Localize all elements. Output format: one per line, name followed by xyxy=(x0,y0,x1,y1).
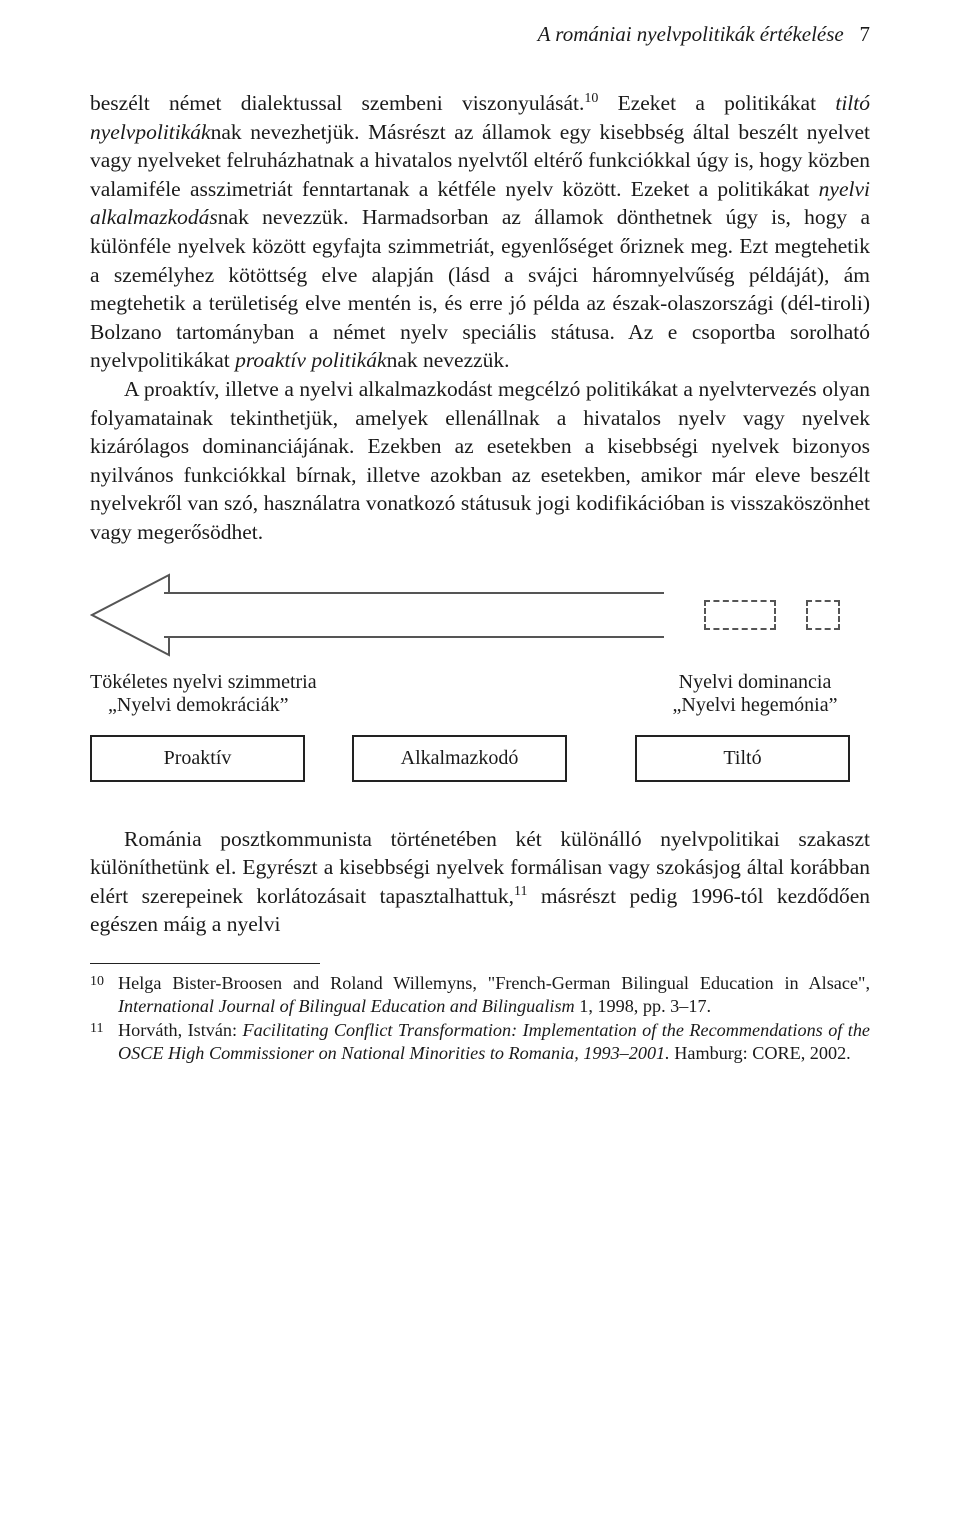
footnote-text: Horváth, István: Facilitating Conflict T… xyxy=(118,1019,870,1065)
footnotes: 10 Helga Bister-Broosen and Roland Wille… xyxy=(90,972,870,1065)
democracy-label: „Nyelvi demokráciák” xyxy=(90,694,317,717)
paragraph-1: beszélt német dialektussal szembeni visz… xyxy=(90,89,870,375)
dominance-label: Nyelvi dominancia xyxy=(640,671,870,694)
box-proaktiv: Proaktív xyxy=(90,735,305,782)
paragraph-2: A proaktív, illetve a nyelvi alkalmazkod… xyxy=(90,375,870,547)
footnote-10: 10 Helga Bister-Broosen and Roland Wille… xyxy=(90,972,870,1018)
box-tilto: Tiltó xyxy=(635,735,850,782)
diagram-labels: Tökéletes nyelvi szimmetria „Nyelvi demo… xyxy=(90,671,870,717)
footnote-number: 10 xyxy=(90,972,118,1018)
dash-segment-1 xyxy=(704,600,776,630)
running-header: A romániai nyelvpolitikák értékelése 7 xyxy=(90,0,870,89)
footnote-text: Helga Bister-Broosen and Roland Willemyn… xyxy=(118,972,870,1018)
running-title: A romániai nyelvpolitikák értékelése xyxy=(538,22,844,46)
footnote-11: 11 Horváth, István: Facilitating Conflic… xyxy=(90,1019,870,1065)
dash-segment-2 xyxy=(806,600,840,630)
body-text: beszélt német dialektussal szembeni visz… xyxy=(90,89,870,547)
footnote-number: 11 xyxy=(90,1019,118,1065)
hegemony-label: „Nyelvi hegemónia” xyxy=(640,694,870,717)
symmetry-label: Tökéletes nyelvi szimmetria xyxy=(90,671,317,694)
footnote-ref-10: 10 xyxy=(584,91,598,106)
paragraph-3: Románia posztkommunista történetében két… xyxy=(90,825,870,939)
footnote-separator xyxy=(90,963,320,964)
body-text-2: Románia posztkommunista történetében két… xyxy=(90,825,870,939)
policy-diagram: Tökéletes nyelvi szimmetria „Nyelvi demo… xyxy=(90,573,870,803)
page-number: 7 xyxy=(860,22,871,46)
policy-boxes: Proaktív Alkalmazkodó Tiltó xyxy=(90,735,870,787)
arrow-group xyxy=(90,573,870,661)
label-left: Tökéletes nyelvi szimmetria „Nyelvi demo… xyxy=(90,671,317,717)
footnote-ref-11: 11 xyxy=(514,884,527,899)
arrow-head-icon xyxy=(90,573,170,657)
arrow-body xyxy=(164,592,664,638)
box-alkalmazkodo: Alkalmazkodó xyxy=(352,735,567,782)
label-right: Nyelvi dominancia „Nyelvi hegemónia” xyxy=(640,671,870,717)
